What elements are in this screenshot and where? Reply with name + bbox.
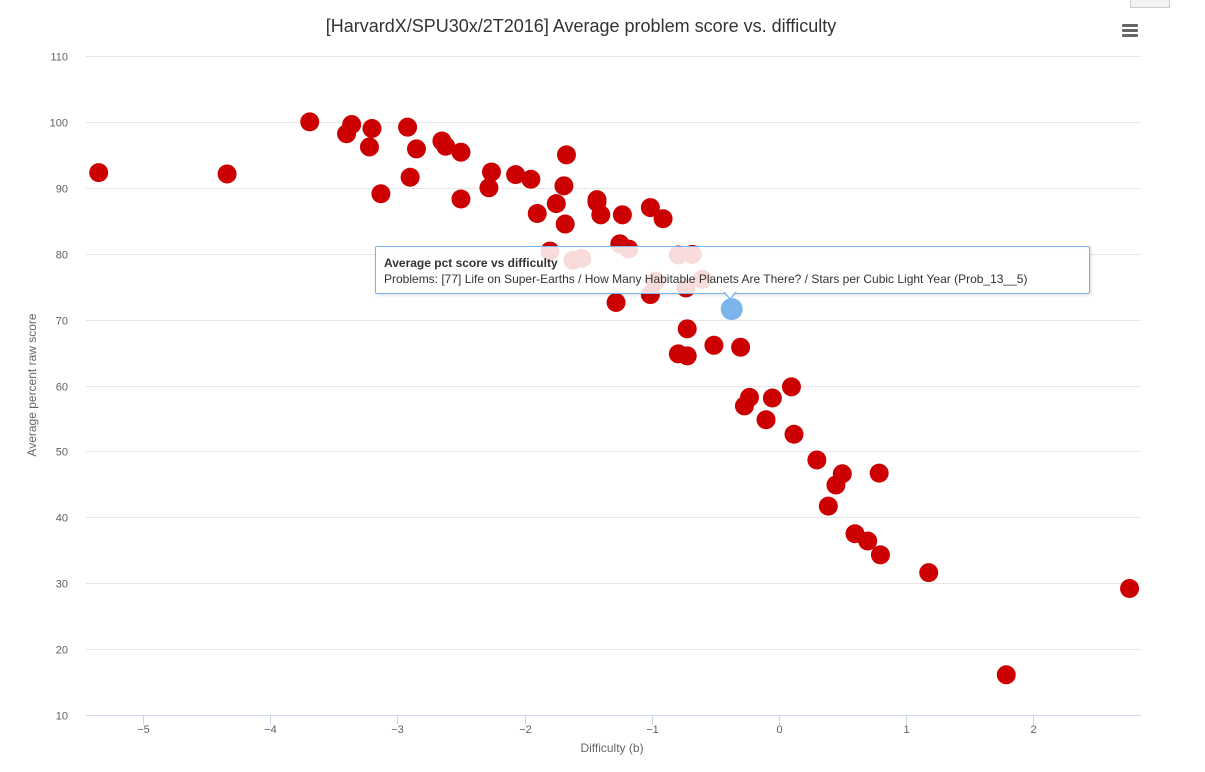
data-point[interactable] — [89, 163, 109, 183]
point-tooltip: Average pct score vs difficulty Problems… — [375, 246, 1090, 294]
tooltip-title: Average pct score vs difficulty — [384, 256, 558, 270]
data-point[interactable] — [653, 209, 673, 229]
data-point[interactable] — [591, 205, 611, 225]
tooltip-body: Problems: [77] Life on Super-Earths / Ho… — [384, 272, 1028, 286]
x-tick-label: −4 — [264, 724, 277, 736]
data-point[interactable] — [359, 137, 379, 157]
data-point[interactable] — [506, 165, 526, 185]
data-point[interactable] — [807, 450, 827, 470]
x-tick-label: −5 — [137, 724, 150, 736]
data-point[interactable] — [555, 214, 575, 234]
data-point[interactable] — [521, 169, 541, 189]
y-tick-label: 10 — [56, 711, 68, 723]
y-tick-label: 100 — [50, 118, 68, 130]
data-point[interactable] — [371, 184, 391, 204]
context-menu-button[interactable] — [1116, 18, 1144, 42]
data-point[interactable] — [762, 388, 782, 408]
axes: 10 20 30 40 50 60 70 80 90 100 110 −5 −4 −3 −2 −1 0 1 2 — [50, 52, 1141, 736]
x-tick-label: 0 — [776, 724, 782, 736]
y-tick-label: 70 — [56, 316, 68, 328]
y-tick-label: 80 — [56, 250, 68, 262]
grid-lines — [86, 56, 1141, 716]
data-point[interactable] — [818, 496, 838, 516]
data-point[interactable] — [606, 292, 626, 312]
data-point[interactable] — [481, 162, 501, 182]
data-point[interactable] — [640, 198, 660, 218]
y-tick-label: 30 — [56, 579, 68, 591]
data-point[interactable] — [781, 377, 801, 397]
hamburger-menu-icon-bar — [1122, 29, 1138, 32]
data-point[interactable] — [451, 189, 471, 209]
x-axis-label: Difficulty (b) — [580, 741, 643, 755]
data-point[interactable] — [451, 142, 471, 162]
data-point[interactable] — [406, 139, 426, 159]
x-tick-label: −3 — [391, 724, 404, 736]
data-point[interactable] — [1120, 578, 1140, 598]
y-tick-label: 20 — [56, 645, 68, 657]
x-tick-label: −1 — [646, 724, 659, 736]
data-point[interactable] — [677, 346, 697, 366]
data-point[interactable] — [784, 424, 804, 444]
y-tick-label: 90 — [56, 184, 68, 196]
data-point[interactable] — [556, 145, 576, 165]
data-point[interactable] — [996, 665, 1016, 685]
x-tick-label: −2 — [519, 724, 532, 736]
y-tick-label: 40 — [56, 513, 68, 525]
data-point[interactable] — [869, 463, 889, 483]
data-point[interactable] — [527, 204, 547, 224]
data-point[interactable] — [398, 117, 418, 137]
hamburger-menu-icon — [1122, 24, 1138, 27]
tooltip-arrow-inner — [724, 291, 736, 298]
data-point[interactable] — [731, 337, 751, 357]
x-tick-label: 1 — [903, 724, 909, 736]
data-point[interactable] — [362, 118, 382, 138]
data-point[interactable] — [554, 176, 574, 196]
y-axis-label: Average percent raw score — [25, 313, 39, 457]
y-tick-label: 50 — [56, 447, 68, 459]
chart-title: [HarvardX/SPU30x/2T2016] Average problem… — [325, 16, 837, 36]
hamburger-menu-icon-bar — [1122, 34, 1138, 37]
data-point[interactable] — [919, 563, 939, 583]
y-tick-label: 110 — [50, 52, 68, 64]
data-point[interactable] — [756, 410, 776, 430]
x-tick-label: 2 — [1030, 724, 1036, 736]
data-point[interactable] — [217, 164, 237, 184]
data-point[interactable] — [436, 136, 456, 156]
highlighted-data-point[interactable] — [720, 298, 743, 321]
data-point[interactable] — [826, 475, 846, 495]
top-tab-edge — [1130, 0, 1170, 8]
data-point[interactable] — [612, 205, 632, 225]
data-point[interactable] — [704, 335, 724, 355]
data-points — [89, 112, 1140, 685]
data-point[interactable] — [546, 194, 566, 214]
data-point[interactable] — [858, 531, 878, 551]
data-point[interactable] — [300, 112, 320, 132]
data-point[interactable] — [677, 319, 697, 339]
data-point[interactable] — [337, 124, 357, 144]
data-point[interactable] — [400, 167, 420, 187]
y-tick-label: 60 — [56, 382, 68, 394]
data-point[interactable] — [479, 178, 499, 198]
data-point[interactable] — [870, 545, 890, 565]
data-point[interactable] — [734, 396, 754, 416]
